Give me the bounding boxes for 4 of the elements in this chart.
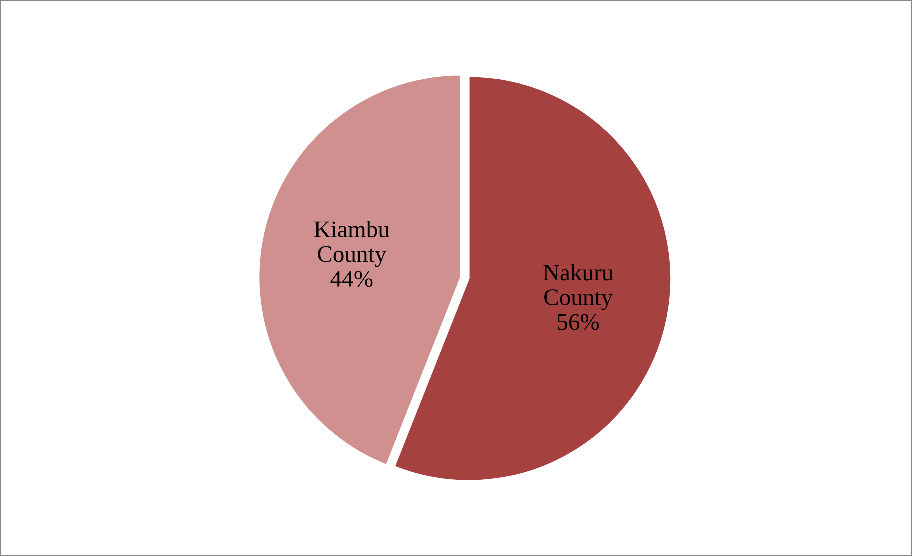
- data-label: 56%: [558, 314, 600, 330]
- data-label: 44%: [330, 271, 373, 288]
- slice-label: Nakuru County: [544, 264, 614, 310]
- slice-label: Kiambu County: [314, 220, 390, 268]
